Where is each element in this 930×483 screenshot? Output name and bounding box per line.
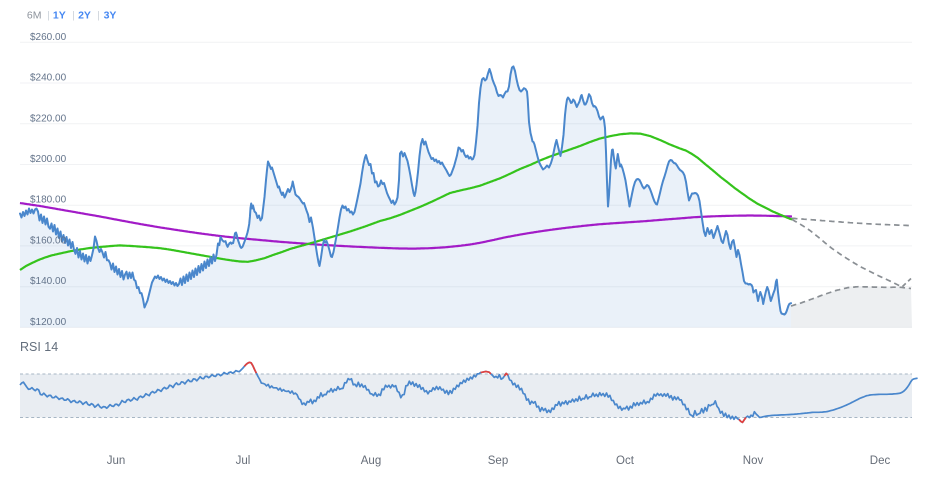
svg-text:$260.00: $260.00 (30, 32, 67, 43)
svg-text:|: | (97, 11, 100, 22)
svg-text:$200.00: $200.00 (30, 154, 67, 165)
svg-text:|: | (72, 11, 75, 22)
svg-text:2Y: 2Y (78, 10, 91, 22)
svg-text:Nov: Nov (743, 455, 764, 467)
svg-text:3Y: 3Y (104, 10, 117, 22)
svg-text:Sep: Sep (488, 455, 508, 467)
svg-text:$220.00: $220.00 (30, 113, 67, 124)
svg-text:$160.00: $160.00 (30, 235, 67, 246)
svg-text:Oct: Oct (616, 455, 635, 467)
svg-text:Jul: Jul (236, 455, 251, 467)
svg-text:Jun: Jun (107, 455, 126, 467)
svg-text:$120.00: $120.00 (30, 317, 67, 328)
svg-text:6M: 6M (27, 10, 42, 22)
svg-text:$140.00: $140.00 (30, 276, 67, 287)
svg-text:$240.00: $240.00 (30, 73, 67, 84)
svg-text:Dec: Dec (870, 455, 891, 467)
svg-text:$180.00: $180.00 (30, 195, 67, 206)
svg-text:|: | (47, 11, 50, 22)
svg-text:RSI 14: RSI 14 (20, 340, 58, 354)
svg-text:Aug: Aug (361, 455, 381, 467)
svg-text:1Y: 1Y (53, 10, 66, 22)
